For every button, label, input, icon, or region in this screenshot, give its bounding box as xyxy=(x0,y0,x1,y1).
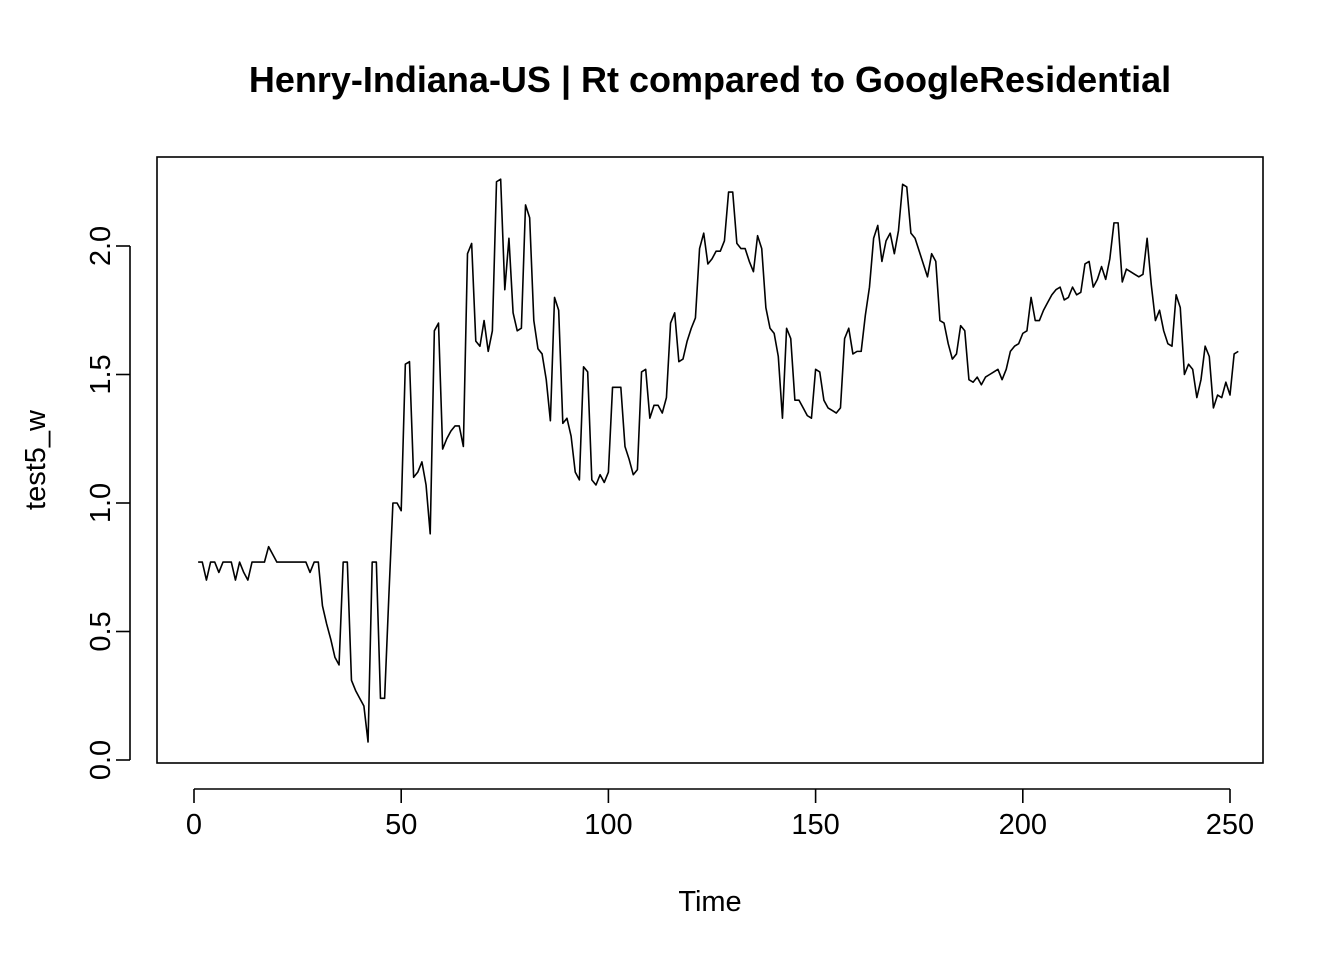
x-tick-label: 0 xyxy=(186,809,202,841)
plot-frame xyxy=(156,156,1264,764)
x-axis: 0 50 100 150 200 250 xyxy=(186,788,1254,841)
x-tick-label: 150 xyxy=(791,809,839,841)
y-axis-label: test5_w xyxy=(20,409,52,510)
x-tick-label: 200 xyxy=(999,809,1047,841)
y-tick-label: 1.5 xyxy=(85,354,117,394)
y-axis: 0.0 0.5 1.0 1.5 2.0 xyxy=(85,226,131,780)
y-tick-label: 0.0 xyxy=(85,740,117,780)
series-line xyxy=(198,178,1239,743)
y-tick-label: 2.0 xyxy=(85,226,117,266)
chart-title: Henry-Indiana-US | Rt compared to Google… xyxy=(249,59,1171,101)
y-tick-label: 1.0 xyxy=(85,483,117,523)
x-axis-label: Time xyxy=(678,886,741,918)
y-tick-label: 0.5 xyxy=(85,611,117,651)
x-tick-label: 100 xyxy=(584,809,632,841)
x-tick-label: 250 xyxy=(1206,809,1254,841)
x-tick-label: 50 xyxy=(385,809,417,841)
